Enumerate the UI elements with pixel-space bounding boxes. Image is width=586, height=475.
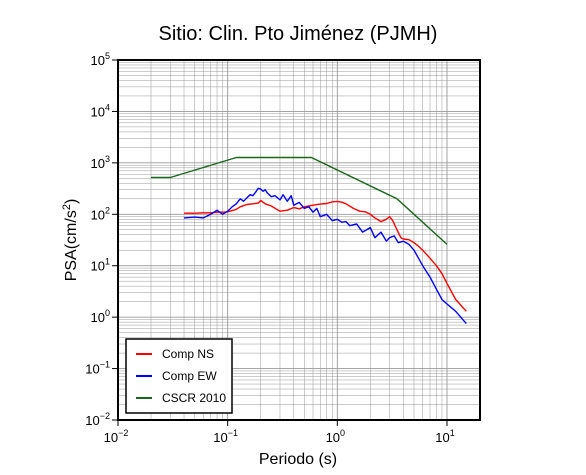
series-line-cscr-2010 <box>151 156 448 245</box>
series-line-comp-ns <box>184 199 467 312</box>
legend-label-comp-ns: Comp NS <box>162 347 214 361</box>
y-axis-label: PSA(cm/s2) <box>61 199 80 282</box>
y-tick-label: 10−1 <box>85 360 110 377</box>
x-tick-label: 10−1 <box>213 428 238 445</box>
x-tick-label: 100 <box>326 428 345 445</box>
y-tick-label: 102 <box>91 205 110 222</box>
legend: Comp NS Comp EW CSCR 2010 <box>125 338 233 414</box>
y-axis-label-end: ) <box>63 199 80 204</box>
legend-label-comp-ew: Comp EW <box>162 369 217 383</box>
x-axis-label: Periodo (s) <box>259 451 337 468</box>
y-axis-ticks: 10−2 10−1 100 101 102 103 104 105 <box>85 51 118 428</box>
y-tick-label: 100 <box>91 308 110 325</box>
plot-frame <box>117 59 481 421</box>
legend-label-cscr-2010: CSCR 2010 <box>162 391 226 405</box>
y-axis-label-main: PSA(cm/s <box>63 210 80 281</box>
x-tick-label: 101 <box>435 428 454 445</box>
series-layer <box>151 156 467 325</box>
y-tick-label: 103 <box>91 154 110 171</box>
x-axis-ticks: 10−2 10−1 100 101 <box>104 420 455 445</box>
y-tick-label: 10−2 <box>85 411 110 428</box>
x-tick-label: 10−2 <box>104 428 129 445</box>
y-tick-label: 104 <box>91 102 110 119</box>
chart-title: Sitio: Clin. Pto Jiménez (PJMH) <box>159 23 438 45</box>
grid <box>117 59 481 421</box>
y-tick-label: 101 <box>91 257 110 274</box>
series-line-comp-ew <box>183 187 467 325</box>
y-axis-label-sup: 2 <box>61 204 73 210</box>
y-tick-label: 105 <box>91 51 110 68</box>
